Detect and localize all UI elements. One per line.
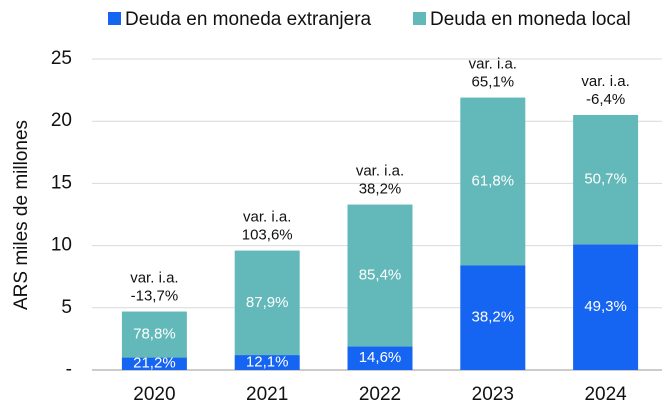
x-tick-label: 2020 [133, 384, 175, 405]
share-label: 12,1% [246, 354, 289, 371]
legend-label: Deuda en moneda local [430, 9, 631, 30]
bar-segment [121, 311, 187, 358]
growth-prefix: var. i.a. [469, 56, 517, 73]
growth-label: -13,7% [131, 288, 179, 305]
y-tick-label: 20 [51, 110, 72, 131]
growth-prefix: var. i.a. [130, 270, 178, 287]
growth-label: -6,4% [586, 91, 625, 108]
bar-segment [460, 265, 526, 370]
share-label: 87,9% [246, 294, 289, 311]
share-label: 38,2% [472, 309, 515, 326]
y-tick-label: 15 [51, 172, 72, 193]
legend-swatch [108, 12, 121, 25]
growth-prefix: var. i.a. [581, 73, 629, 90]
share-label: 14,6% [359, 349, 402, 366]
y-tick-label: 25 [51, 48, 72, 69]
growth-label: 65,1% [472, 74, 515, 91]
bar-segment [347, 204, 413, 347]
y-axis-title: ARS miles de millones [11, 120, 32, 310]
share-label: 49,3% [584, 298, 627, 315]
bar-segment [573, 114, 639, 245]
share-label: 85,4% [359, 266, 402, 283]
share-label: 50,7% [584, 171, 627, 188]
y-tick-label: 10 [51, 235, 72, 256]
share-label: 78,8% [133, 326, 176, 343]
x-tick-label: 2024 [584, 384, 627, 405]
bar-segment [573, 244, 639, 370]
x-tick-label: 2023 [472, 384, 514, 405]
y-tick-label: - [66, 359, 72, 380]
x-tick-label: 2021 [246, 384, 288, 405]
growth-prefix: var. i.a. [243, 209, 291, 226]
growth-label: 38,2% [359, 181, 402, 198]
growth-prefix: var. i.a. [356, 163, 404, 180]
legend-swatch [413, 12, 426, 25]
share-label: 61,8% [472, 173, 515, 190]
share-label: 21,2% [133, 355, 176, 372]
x-tick-label: 2022 [359, 384, 401, 405]
growth-label: 103,6% [242, 227, 293, 244]
bar-segment [347, 346, 413, 370]
bar-segment [234, 355, 300, 370]
y-tick-label: 5 [61, 297, 72, 318]
bar-segment [234, 250, 300, 356]
bar-segment [460, 97, 526, 266]
legend-label: Deuda en moneda extranjera [125, 9, 372, 30]
bar-segment [121, 357, 187, 370]
